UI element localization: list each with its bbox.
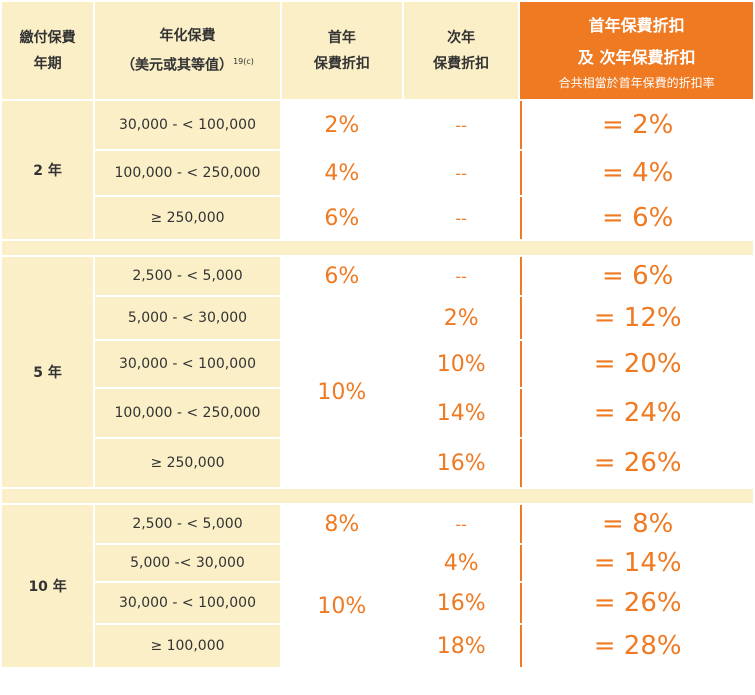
premium-range: 100,000 - < 250,000: [95, 389, 280, 437]
second-year-discount: 16%: [404, 439, 519, 487]
combined-discount: = 20%: [520, 341, 753, 387]
premium-range: 30,000 - < 100,000: [95, 101, 280, 149]
combined-discount: = 12%: [520, 297, 753, 339]
group-separator: [2, 489, 753, 503]
header-term-line2: 年期: [33, 55, 62, 72]
header-second-line1: 次年: [447, 29, 476, 46]
premium-range: 30,000 - < 100,000: [95, 341, 280, 387]
term-cell: 10 年: [2, 505, 94, 667]
table-row: 5,000 -< 30,000 10% 4% = 14%: [2, 545, 753, 667]
combined-discount: = 8%: [520, 505, 753, 543]
first-year-discount: 8%: [281, 505, 403, 543]
header-premium-line2: （美元或其等值）19(c): [95, 49, 279, 79]
combined-discount: = 28%: [520, 625, 753, 667]
header-first-year: 首年 保費折扣: [281, 2, 403, 99]
premium-range: 30,000 - < 100,000: [95, 583, 280, 623]
header-combined: 首年保費折扣 及 次年保費折扣 合共相當於首年保費的折扣率: [520, 2, 753, 99]
second-year-discount: 10%: [404, 341, 519, 387]
header-combined-line2: 及 次年保費折扣: [577, 47, 696, 67]
premium-range: ≥ 250,000: [95, 439, 280, 487]
second-year-discount: --: [404, 197, 519, 239]
premium-range: ≥ 250,000: [95, 197, 280, 239]
table-row: 100,000 - < 250,000 4% -- = 4%: [2, 151, 753, 195]
second-year-discount: 18%: [404, 625, 519, 667]
second-year-discount: --: [404, 505, 519, 543]
second-year-discount: 16%: [404, 583, 519, 623]
combined-discount: = 14%: [520, 545, 753, 581]
first-year-discount: 6%: [281, 257, 403, 295]
header-premium-currency: （美元或其等值）: [121, 57, 234, 74]
premium-discount-table: 繳付保費 年期 年化保費 （美元或其等值）19(c) 首年 保費折扣 次年 保費…: [0, 0, 755, 669]
first-year-discount: 6%: [281, 197, 403, 239]
table-row: 10 年 2,500 - < 5,000 8% -- = 8%: [2, 505, 753, 667]
second-year-discount: 4%: [404, 545, 519, 581]
separator-cell: [2, 241, 753, 255]
combined-discount: = 6%: [520, 257, 753, 295]
separator-cell: [2, 489, 753, 503]
header-second-line2: 保費折扣: [433, 55, 490, 72]
premium-range: 2,500 - < 5,000: [95, 257, 280, 295]
second-year-discount: 14%: [404, 389, 519, 437]
header-first-line2: 保費折扣: [313, 55, 370, 72]
table-row: 5,000 - < 30,000 10% 2% = 12%: [2, 297, 753, 487]
header-first-line1: 首年: [327, 29, 356, 46]
premium-range: 2,500 - < 5,000: [95, 505, 280, 543]
first-year-discount: 4%: [281, 151, 403, 195]
first-year-discount: 2%: [281, 101, 403, 149]
premium-range: 5,000 -< 30,000: [95, 545, 280, 581]
table-row: ≥ 100,000 18% = 28%: [2, 625, 753, 667]
table-row: ≥ 250,000 6% -- = 6%: [2, 197, 753, 239]
table-row: ≥ 250,000 16% = 26%: [2, 439, 753, 487]
second-year-discount: --: [404, 257, 519, 295]
premium-range: 5,000 - < 30,000: [95, 297, 280, 339]
header-row: 繳付保費 年期 年化保費 （美元或其等值）19(c) 首年 保費折扣 次年 保費…: [2, 2, 753, 99]
second-year-discount: 2%: [404, 297, 519, 339]
header-combined-line1: 首年保費折扣: [588, 15, 685, 35]
header-premium-line1: 年化保費: [159, 27, 216, 44]
header-term: 繳付保費 年期: [2, 2, 94, 99]
group-separator: [2, 241, 753, 255]
header-combined-line3: 合共相當於首年保費的折扣率: [558, 75, 715, 90]
table-row: 30,000 - < 100,000 16% = 26%: [2, 583, 753, 623]
combined-discount: = 26%: [520, 439, 753, 487]
table-row: 2 年 30,000 - < 100,000 2% -- = 2%: [2, 101, 753, 239]
second-year-discount: --: [404, 151, 519, 195]
combined-discount: = 6%: [520, 197, 753, 239]
premium-range: 100,000 - < 250,000: [95, 151, 280, 195]
combined-discount: = 26%: [520, 583, 753, 623]
first-year-discount: 10%: [281, 297, 403, 487]
header-premium: 年化保費 （美元或其等值）19(c): [95, 2, 280, 99]
first-year-discount: 10%: [281, 545, 403, 667]
premium-range: ≥ 100,000: [95, 625, 280, 667]
term-cell: 2 年: [2, 101, 94, 239]
combined-discount: = 2%: [520, 101, 753, 149]
table-row: 30,000 - < 100,000 10% = 20%: [2, 341, 753, 387]
footnote-ref: 19(c): [233, 56, 254, 66]
table-row: 100,000 - < 250,000 14% = 24%: [2, 389, 753, 437]
combined-discount: = 4%: [520, 151, 753, 195]
header-second-year: 次年 保費折扣: [404, 2, 519, 99]
header-term-line1: 繳付保費: [19, 29, 76, 46]
table-row: 5 年 2,500 - < 5,000 6% -- = 6%: [2, 257, 753, 487]
term-cell: 5 年: [2, 257, 94, 487]
second-year-discount: --: [404, 101, 519, 149]
combined-discount: = 24%: [520, 389, 753, 437]
